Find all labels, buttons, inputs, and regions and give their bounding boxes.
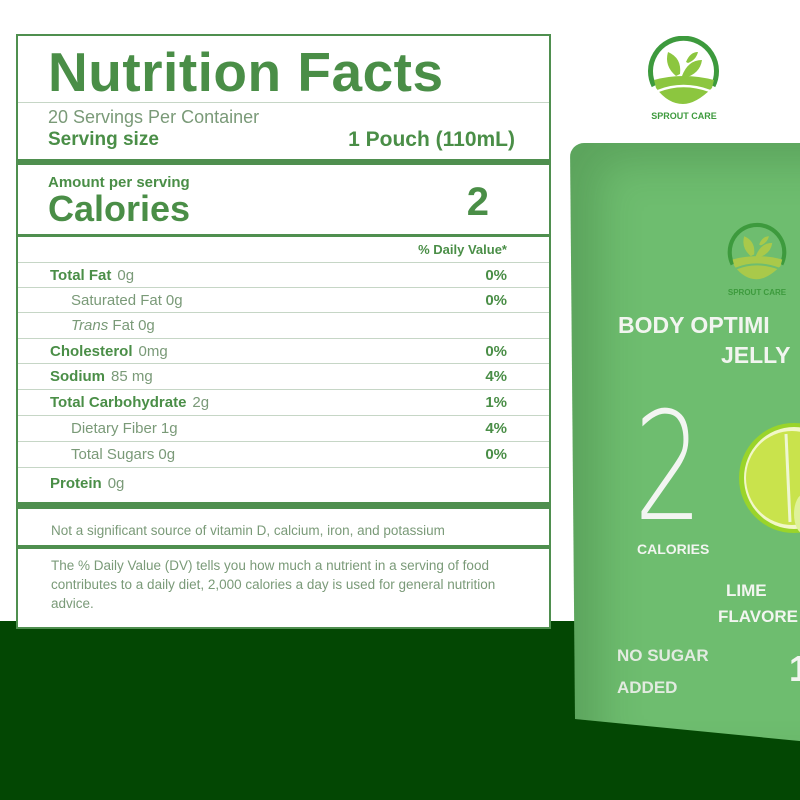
calories-value: 2 [466,180,489,224]
nutrient-amount: 1g [160,420,178,437]
nutrient-daily-value: 0% [485,267,507,284]
nutrient-name: Total Sugars [71,446,155,463]
nutrient-daily-value: 4% [485,420,507,437]
nutrient-row-protein: Protein 0g [18,467,549,497]
nutrient-daily-value: 0% [485,292,507,309]
flavor-label: LIME FLAVORE [718,578,798,630]
flavor-line1: LIME [726,581,767,600]
serving-size-value: 1 Pouch (110mL) [348,128,515,151]
no-sugar-line1: NO SUGAR [617,646,709,665]
brand-name: SPROUT CARE [651,111,717,121]
product-title: BODY OPTIMI JELLY [618,310,800,370]
nutrient-name: Saturated Fat [71,292,162,309]
nutrient-name: Total Carbohydrate [50,394,187,411]
no-sugar-line2: ADDED [617,678,678,697]
thick-divider [18,159,549,165]
pouch-brand-name: SPROUT CARE [727,288,787,297]
nutrient-row-total-carbohydrate: Total Carbohydrate 2g 1% [18,389,549,414]
nutrient-name-italic: Trans [71,317,109,334]
serving-size-label: Serving size [48,129,159,150]
daily-value-footnote: The % Daily Value (DV) tells you how muc… [51,558,496,611]
label-title: Nutrition Facts [48,41,444,103]
nutrient-amount: 0g [117,267,135,284]
nutrient-row-total-sugars: Total Sugars 0g 0% [18,441,549,466]
lime-slice-image [739,423,800,533]
sprout-leaf-icon [727,222,787,280]
nutrient-row-cholesterol: Cholesterol 0mg 0% [18,338,549,363]
calories-caption: CALORIES [637,541,710,557]
nutrient-row-sodium: Sodium 85 mg 4% [18,363,549,388]
nutrient-amount: 0mg [138,343,168,360]
medium-divider [18,545,549,549]
nutrient-daily-value: 4% [485,368,507,385]
nutrient-daily-value: 1% [485,394,507,411]
nutrient-row-dietary-fiber: Dietary Fiber 1g 4% [18,415,549,440]
sprout-leaf-icon [648,36,719,104]
daily-value-header: % Daily Value* [418,242,507,257]
nutrient-name: Sodium [50,368,105,385]
nutrient-amount: 0g [165,292,183,309]
nutrient-name: Dietary Fiber [71,420,157,437]
divider [18,102,549,103]
medium-divider [18,234,549,237]
nutrient-name: Cholesterol [50,343,133,360]
nutrient-name: Protein [50,475,102,492]
nutrient-name: Total Fat [50,267,112,284]
vitamin-note: Not a significant source of vitamin D, c… [51,523,445,538]
nutrient-daily-value: 0% [485,446,507,463]
amount-per-serving: Amount per serving [48,174,190,191]
nutrient-row-saturated-fat: Saturated Fat 0g 0% [18,287,549,312]
nutrient-name: Fat [112,317,135,334]
no-sugar-added-label: NO SUGAR ADDED [617,640,709,704]
product-title-line1: BODY OPTIMI [618,312,770,338]
nutrient-row-total-fat: Total Fat 0g 0% [18,262,549,287]
calories-label: Calories [48,188,191,229]
nutrient-amount: 0g [138,317,155,334]
calorie-big-number: 2 [634,381,703,555]
servings-per-container: 20 Servings Per Container [48,107,260,127]
nutrient-amount: 0g [158,446,176,463]
nutrient-amount: 0g [107,475,125,492]
thick-divider [18,502,549,509]
partial-digit: 1 [789,648,800,689]
flavor-line2: FLAVORE [718,607,798,626]
nutrient-amount: 2g [192,394,210,411]
nutrient-amount: 85 mg [111,368,153,385]
nutrient-row-trans-fat: Trans Fat 0g [18,312,549,337]
nutrition-facts-label: Nutrition Facts 20 Servings Per Containe… [16,34,551,629]
product-title-line2: JELLY [721,342,791,368]
nutrient-daily-value: 0% [485,343,507,360]
